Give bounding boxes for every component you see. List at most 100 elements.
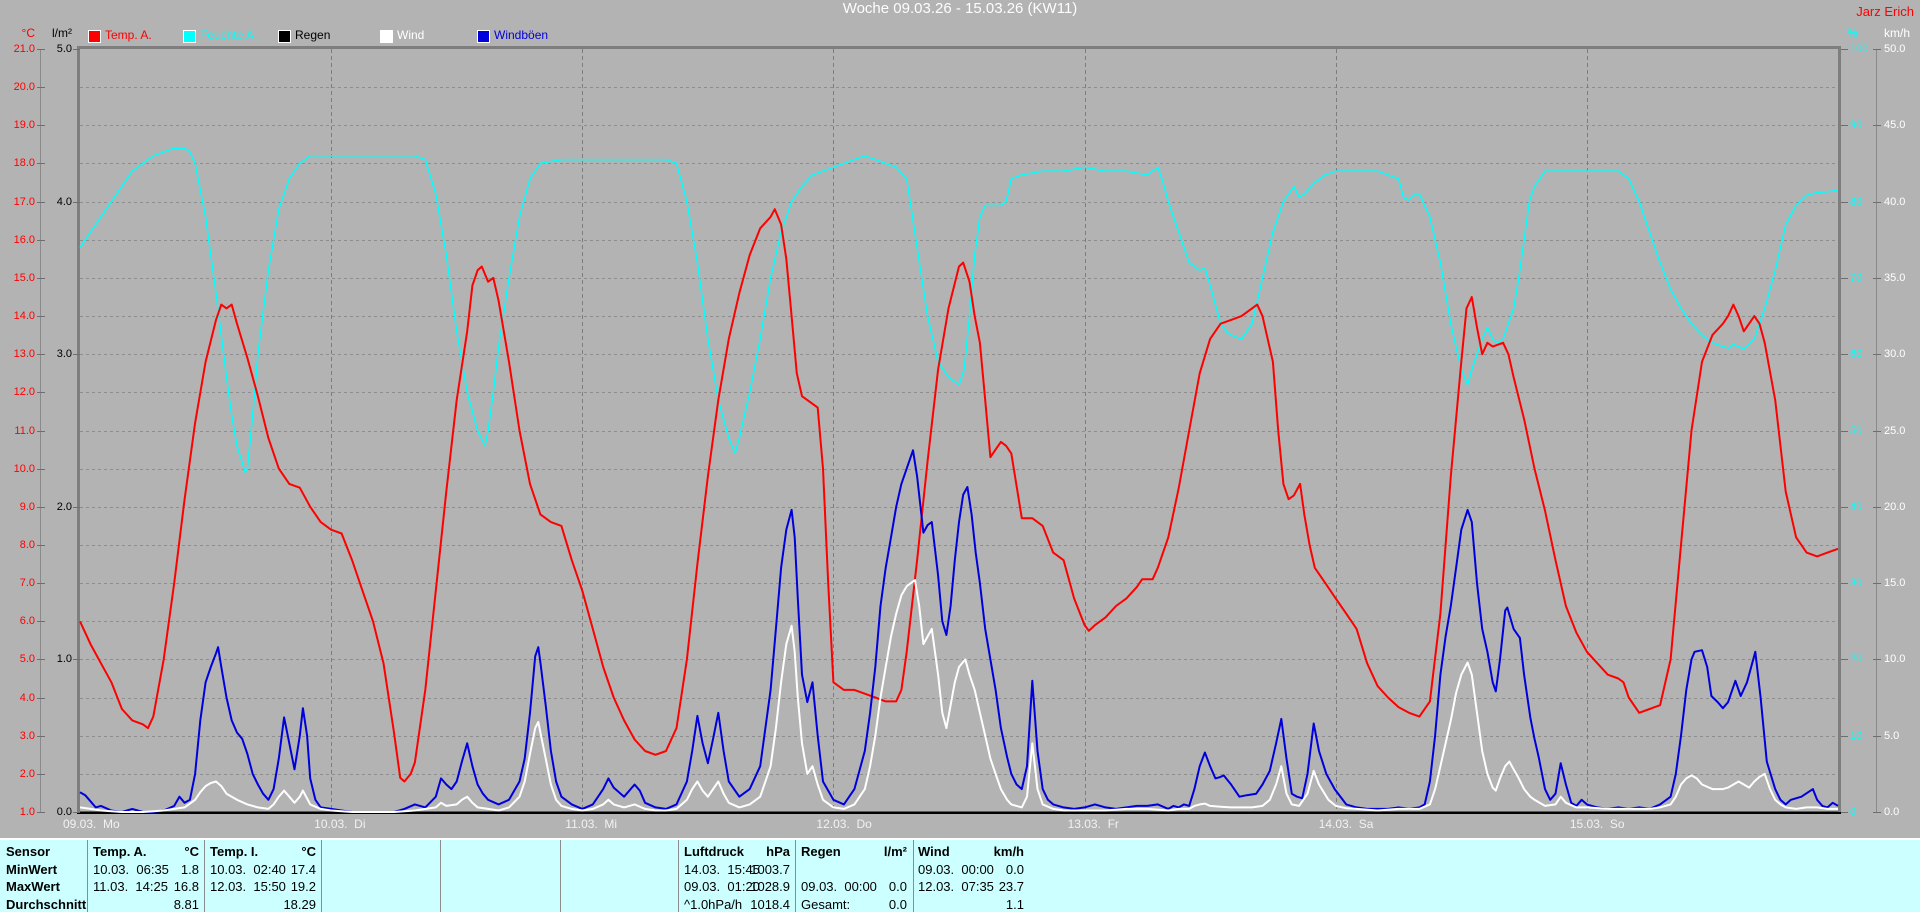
temp-tick bbox=[37, 163, 45, 165]
gridline-horizontal bbox=[80, 430, 1838, 432]
humidity-tick bbox=[1841, 659, 1848, 661]
table-cell-date: ^1.0hPa/h bbox=[684, 896, 743, 912]
table-cell-date: 09.03. 00:00 bbox=[918, 861, 994, 877]
table-col-unit: km/h bbox=[993, 844, 1024, 859]
temp-tick bbox=[37, 697, 45, 699]
gridline-horizontal bbox=[80, 316, 1838, 318]
series-feuchte-a- bbox=[79, 147, 1839, 474]
humidity-tick-label: 90 bbox=[1850, 119, 1863, 132]
gridline-horizontal bbox=[80, 773, 1838, 775]
stats-table: Sensor MinWert MaxWert Durchschnitt Temp. A.… bbox=[0, 838, 1920, 912]
table-cell-value: 23.7 bbox=[998, 879, 1024, 894]
temp-tick-label: 10.0 bbox=[13, 462, 35, 475]
table-cell-date: 09.03. 00:00 bbox=[801, 879, 877, 894]
rain-tick bbox=[73, 49, 80, 50]
table-divider bbox=[678, 840, 679, 912]
gridline-horizontal bbox=[80, 125, 1838, 127]
temp-tick bbox=[37, 659, 45, 661]
temp-tick bbox=[37, 49, 45, 50]
wind-tick bbox=[1873, 583, 1881, 585]
table-col-title: Wind bbox=[918, 844, 950, 859]
legend-label: Windböen bbox=[494, 28, 549, 42]
wind-tick-label: 10.0 bbox=[1884, 653, 1906, 666]
humidity-tick bbox=[1841, 735, 1848, 737]
table-cell-date: 10.03. 02:40 bbox=[210, 861, 286, 877]
wind-tick-label: 40.0 bbox=[1884, 195, 1906, 208]
wind-tick bbox=[1873, 506, 1881, 508]
plot-border-top bbox=[77, 46, 1841, 49]
humidity-tick bbox=[1841, 49, 1848, 50]
legend-swatch-feuchte-a- bbox=[183, 30, 196, 43]
temp-tick-label: 19.0 bbox=[13, 119, 35, 132]
humidity-tick-label: 0 bbox=[1850, 806, 1857, 818]
rain-tick-label: 5.0 bbox=[56, 43, 72, 55]
temp-tick-label: 16.0 bbox=[13, 233, 35, 246]
legend-label: Temp. A. bbox=[105, 28, 152, 42]
legend-swatch-windb-en bbox=[477, 30, 490, 43]
humidity-tick-label: 100 bbox=[1850, 43, 1869, 55]
table-cell-date: 14.03. 15:45 bbox=[684, 861, 760, 877]
temp-tick bbox=[37, 125, 45, 127]
humidity-tick-label: 40 bbox=[1850, 500, 1863, 513]
table-cell-value: 0.0 bbox=[888, 896, 907, 912]
temp-tick-label: 8.0 bbox=[19, 538, 35, 551]
legend-label: Regen bbox=[295, 28, 331, 42]
x-axis-line bbox=[77, 812, 1841, 814]
rain-tick bbox=[73, 812, 80, 813]
humidity-tick-label: 50 bbox=[1850, 424, 1863, 437]
x-axis-day-label: 10.03. Di bbox=[314, 817, 366, 831]
table-cell-date: Gesamt: bbox=[801, 896, 851, 912]
table-col-title: Luftdruck bbox=[684, 844, 744, 859]
temp-tick-label: 5.0 bbox=[19, 653, 35, 666]
wind-tick-label: 5.0 bbox=[1884, 729, 1900, 742]
temp-tick-label: 18.0 bbox=[13, 157, 35, 170]
temp-tick bbox=[37, 544, 45, 546]
legend-label: Feuchte A. bbox=[200, 28, 258, 42]
table-divider bbox=[560, 840, 561, 912]
legend-swatch-wind bbox=[380, 30, 393, 43]
table-divider bbox=[795, 840, 796, 912]
wind-tick-label: 45.0 bbox=[1884, 119, 1906, 132]
humidity-tick bbox=[1841, 354, 1848, 356]
series-wind bbox=[79, 579, 1838, 813]
temp-tick-label: 11.0 bbox=[14, 424, 35, 437]
humidity-tick bbox=[1841, 812, 1848, 813]
x-axis-day-label: 12.03. Do bbox=[816, 817, 872, 831]
wind-tick-label: 20.0 bbox=[1884, 500, 1906, 513]
table-col-title: Temp. A. bbox=[93, 844, 147, 859]
table-cell-value: 17.4 bbox=[290, 861, 316, 877]
table-cell-value: 0.0 bbox=[888, 879, 907, 894]
gridline-horizontal bbox=[80, 163, 1838, 165]
table-cell-date: 11.03. 14:25 bbox=[93, 879, 168, 894]
temp-tick-label: 1.0 bbox=[19, 806, 35, 818]
rain-tick-label: 1.0 bbox=[56, 653, 72, 666]
wind-tick bbox=[1873, 659, 1881, 661]
x-axis-day-label: 15.03. So bbox=[1569, 817, 1625, 831]
rain-tick-label: 3.0 bbox=[56, 348, 72, 361]
table-divider bbox=[913, 840, 914, 912]
x-axis-day-label: 11.03. Mi bbox=[565, 817, 618, 831]
temp-tick bbox=[37, 87, 45, 89]
rain-tick bbox=[73, 201, 80, 203]
chart-area: °C 21.0 20.0 19.0 18.0 17.0 16.0 15.0 14.0 13.0 12… bbox=[13, 27, 1910, 831]
temp-tick bbox=[37, 773, 45, 775]
temp-tick-label: 4.0 bbox=[19, 691, 35, 704]
table-cell-date: 12.03. 15:50 bbox=[210, 879, 286, 894]
gridline-horizontal bbox=[80, 392, 1838, 394]
wind-tick bbox=[1873, 735, 1881, 737]
gridline-day bbox=[1335, 49, 1337, 812]
table-divider bbox=[440, 840, 441, 912]
table-row-label: MinWert bbox=[6, 861, 58, 877]
wind-tick bbox=[1873, 812, 1881, 813]
gridline-day bbox=[582, 49, 584, 812]
table-row-label: Sensor bbox=[6, 844, 51, 859]
gridline-horizontal bbox=[80, 583, 1838, 585]
gridline-horizontal bbox=[80, 87, 1838, 89]
table-cell-value: 1.8 bbox=[180, 861, 199, 877]
temp-tick-label: 12.0 bbox=[13, 386, 35, 399]
wind-tick-label: 50.0 bbox=[1884, 43, 1906, 55]
temp-tick-label: 21.0 bbox=[13, 43, 35, 55]
humidity-tick-label: 10 bbox=[1850, 729, 1863, 742]
gridline-horizontal bbox=[80, 239, 1838, 241]
humidity-tick bbox=[1841, 583, 1848, 585]
